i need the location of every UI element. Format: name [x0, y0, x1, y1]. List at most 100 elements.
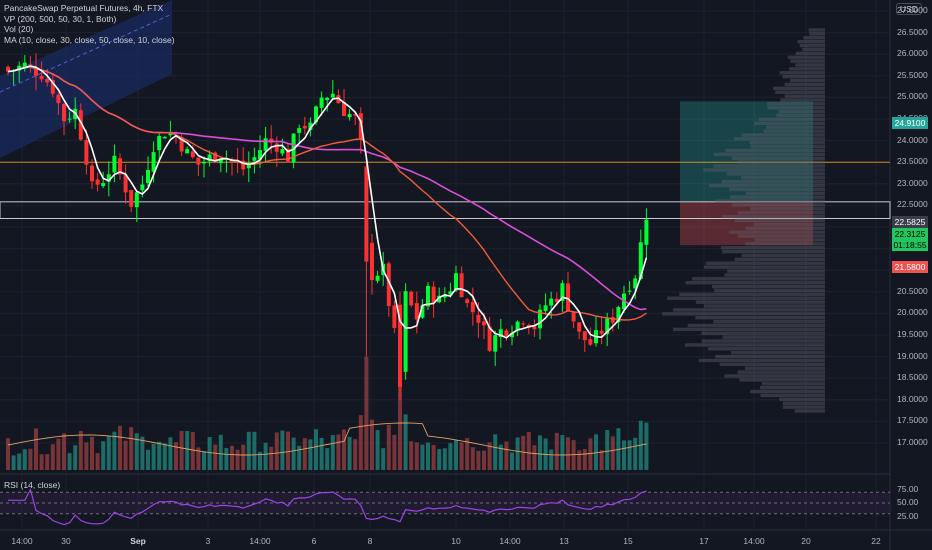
- volume-profile-bar: [728, 230, 825, 234]
- volume-profile-bar: [701, 339, 825, 343]
- rsi-tick: 75.00: [897, 483, 919, 494]
- volume-profile-bar: [782, 401, 825, 405]
- volume-profile-bar: [755, 238, 825, 242]
- volume-bar: [610, 436, 615, 470]
- candle-body: [319, 97, 324, 108]
- candle-body: [627, 290, 632, 292]
- volume-profile-bar: [722, 249, 825, 254]
- volume-bar: [123, 440, 128, 470]
- candle-body: [146, 170, 150, 183]
- volume-bar: [241, 444, 246, 470]
- legend-vol[interactable]: Vol (20): [4, 24, 34, 34]
- volume-bar: [398, 363, 402, 470]
- volume-profile-bar: [724, 374, 825, 378]
- volume-bar: [409, 441, 414, 470]
- volume-bar: [358, 415, 363, 470]
- volume-profile-bar: [779, 71, 825, 75]
- volume-profile-bar: [795, 51, 825, 56]
- volume-bar: [297, 445, 302, 470]
- trend-channel: [0, 0, 172, 158]
- volume-bar: [213, 444, 218, 470]
- volume-profile-bar: [701, 331, 825, 335]
- volume-bar: [302, 438, 307, 470]
- volume-profile-bar: [737, 370, 825, 374]
- volume-bar: [157, 441, 162, 470]
- volume-profile-bar: [767, 106, 825, 110]
- volume-bar: [224, 448, 229, 470]
- legend-symbol[interactable]: PancakeSwap Perpetual Futures, 4h, FTX: [4, 3, 164, 13]
- rsi-line: [8, 487, 647, 526]
- profit-zone: [680, 101, 813, 202]
- volume-bar: [566, 437, 570, 470]
- volume-profile-bar: [713, 164, 825, 168]
- volume-profile-bar: [760, 385, 825, 390]
- chart-legend[interactable]: PancakeSwap Perpetual Futures, 4h, FTX V…: [4, 3, 175, 45]
- volume-profile-bar: [760, 393, 825, 398]
- candle-body: [207, 154, 212, 162]
- volume-bar: [207, 436, 212, 470]
- candle-body: [364, 166, 369, 262]
- position-zones: [680, 101, 813, 246]
- volume-bar: [235, 449, 240, 470]
- candle-body: [347, 114, 352, 118]
- volume-bar: [230, 445, 234, 470]
- price-tick: 26.5000: [897, 26, 928, 37]
- countdown-label: 01:18:55: [892, 239, 928, 251]
- candle-body: [426, 285, 430, 307]
- volume-bar: [50, 444, 55, 470]
- legend-rsi[interactable]: RSI (14, close): [4, 480, 61, 490]
- volume-bar: [375, 430, 380, 470]
- volume-profile-bar: [808, 28, 825, 32]
- volume-profile-bar: [703, 304, 825, 308]
- candle-body: [123, 174, 128, 193]
- candle-body: [437, 295, 442, 303]
- time-tick: 14:00: [743, 536, 765, 546]
- volume-bar: [269, 446, 274, 470]
- price-tick: 18.0000: [897, 393, 928, 404]
- volume-profile-bar: [782, 405, 825, 409]
- time-tick: 6: [311, 536, 317, 546]
- candle-body: [162, 136, 167, 139]
- volume-profile-bar: [734, 218, 825, 223]
- volume-bar: [56, 438, 61, 470]
- legend-ma[interactable]: MA (10, close, 30, close, 50, close, 10,…: [4, 34, 175, 45]
- candle-body: [62, 103, 66, 122]
- candle-body: [95, 179, 100, 185]
- volume-profile-bar: [662, 312, 825, 316]
- volume-bar: [22, 449, 27, 470]
- candle-body: [263, 138, 268, 151]
- time-tick: Sep: [130, 536, 146, 546]
- volume-profile-bar: [745, 226, 825, 230]
- volume-bar: [437, 449, 442, 470]
- time-tick: 10: [451, 536, 461, 546]
- price-tick: 26.0000: [897, 48, 928, 59]
- volume-profile-bar: [761, 382, 825, 386]
- legend-vp[interactable]: VP (200, 500, 50, 30, 1, Both): [4, 13, 117, 24]
- volume-profile-bar: [750, 207, 825, 211]
- candle-body: [213, 152, 218, 163]
- volume-bar: [39, 454, 44, 470]
- volume-bar: [588, 438, 593, 470]
- volume-profile-bar: [741, 253, 825, 258]
- volume-bar: [476, 450, 481, 470]
- currency-button[interactable]: USD: [896, 3, 922, 15]
- volume-profile-bar: [741, 176, 825, 180]
- candle-body: [493, 335, 498, 352]
- candle-body: [291, 133, 296, 163]
- volume-profile-bar: [763, 129, 825, 133]
- candle-body: [510, 333, 514, 338]
- volume-bar: [599, 450, 604, 470]
- entry-price-label: 22.5825: [892, 216, 928, 228]
- candle-body: [588, 339, 593, 345]
- volume-profile-bar: [750, 144, 825, 149]
- candle-body: [179, 137, 184, 152]
- candle-body: [482, 321, 486, 326]
- volume-profile-bar: [727, 269, 825, 273]
- volume-profile-bar: [722, 335, 825, 339]
- candle-body: [470, 302, 475, 313]
- volume-profile-bar: [721, 179, 825, 184]
- volume-profile-bar: [679, 292, 825, 297]
- volume-profile-bar: [698, 358, 825, 363]
- volume-bar: [202, 451, 206, 470]
- volume-bar: [140, 436, 145, 470]
